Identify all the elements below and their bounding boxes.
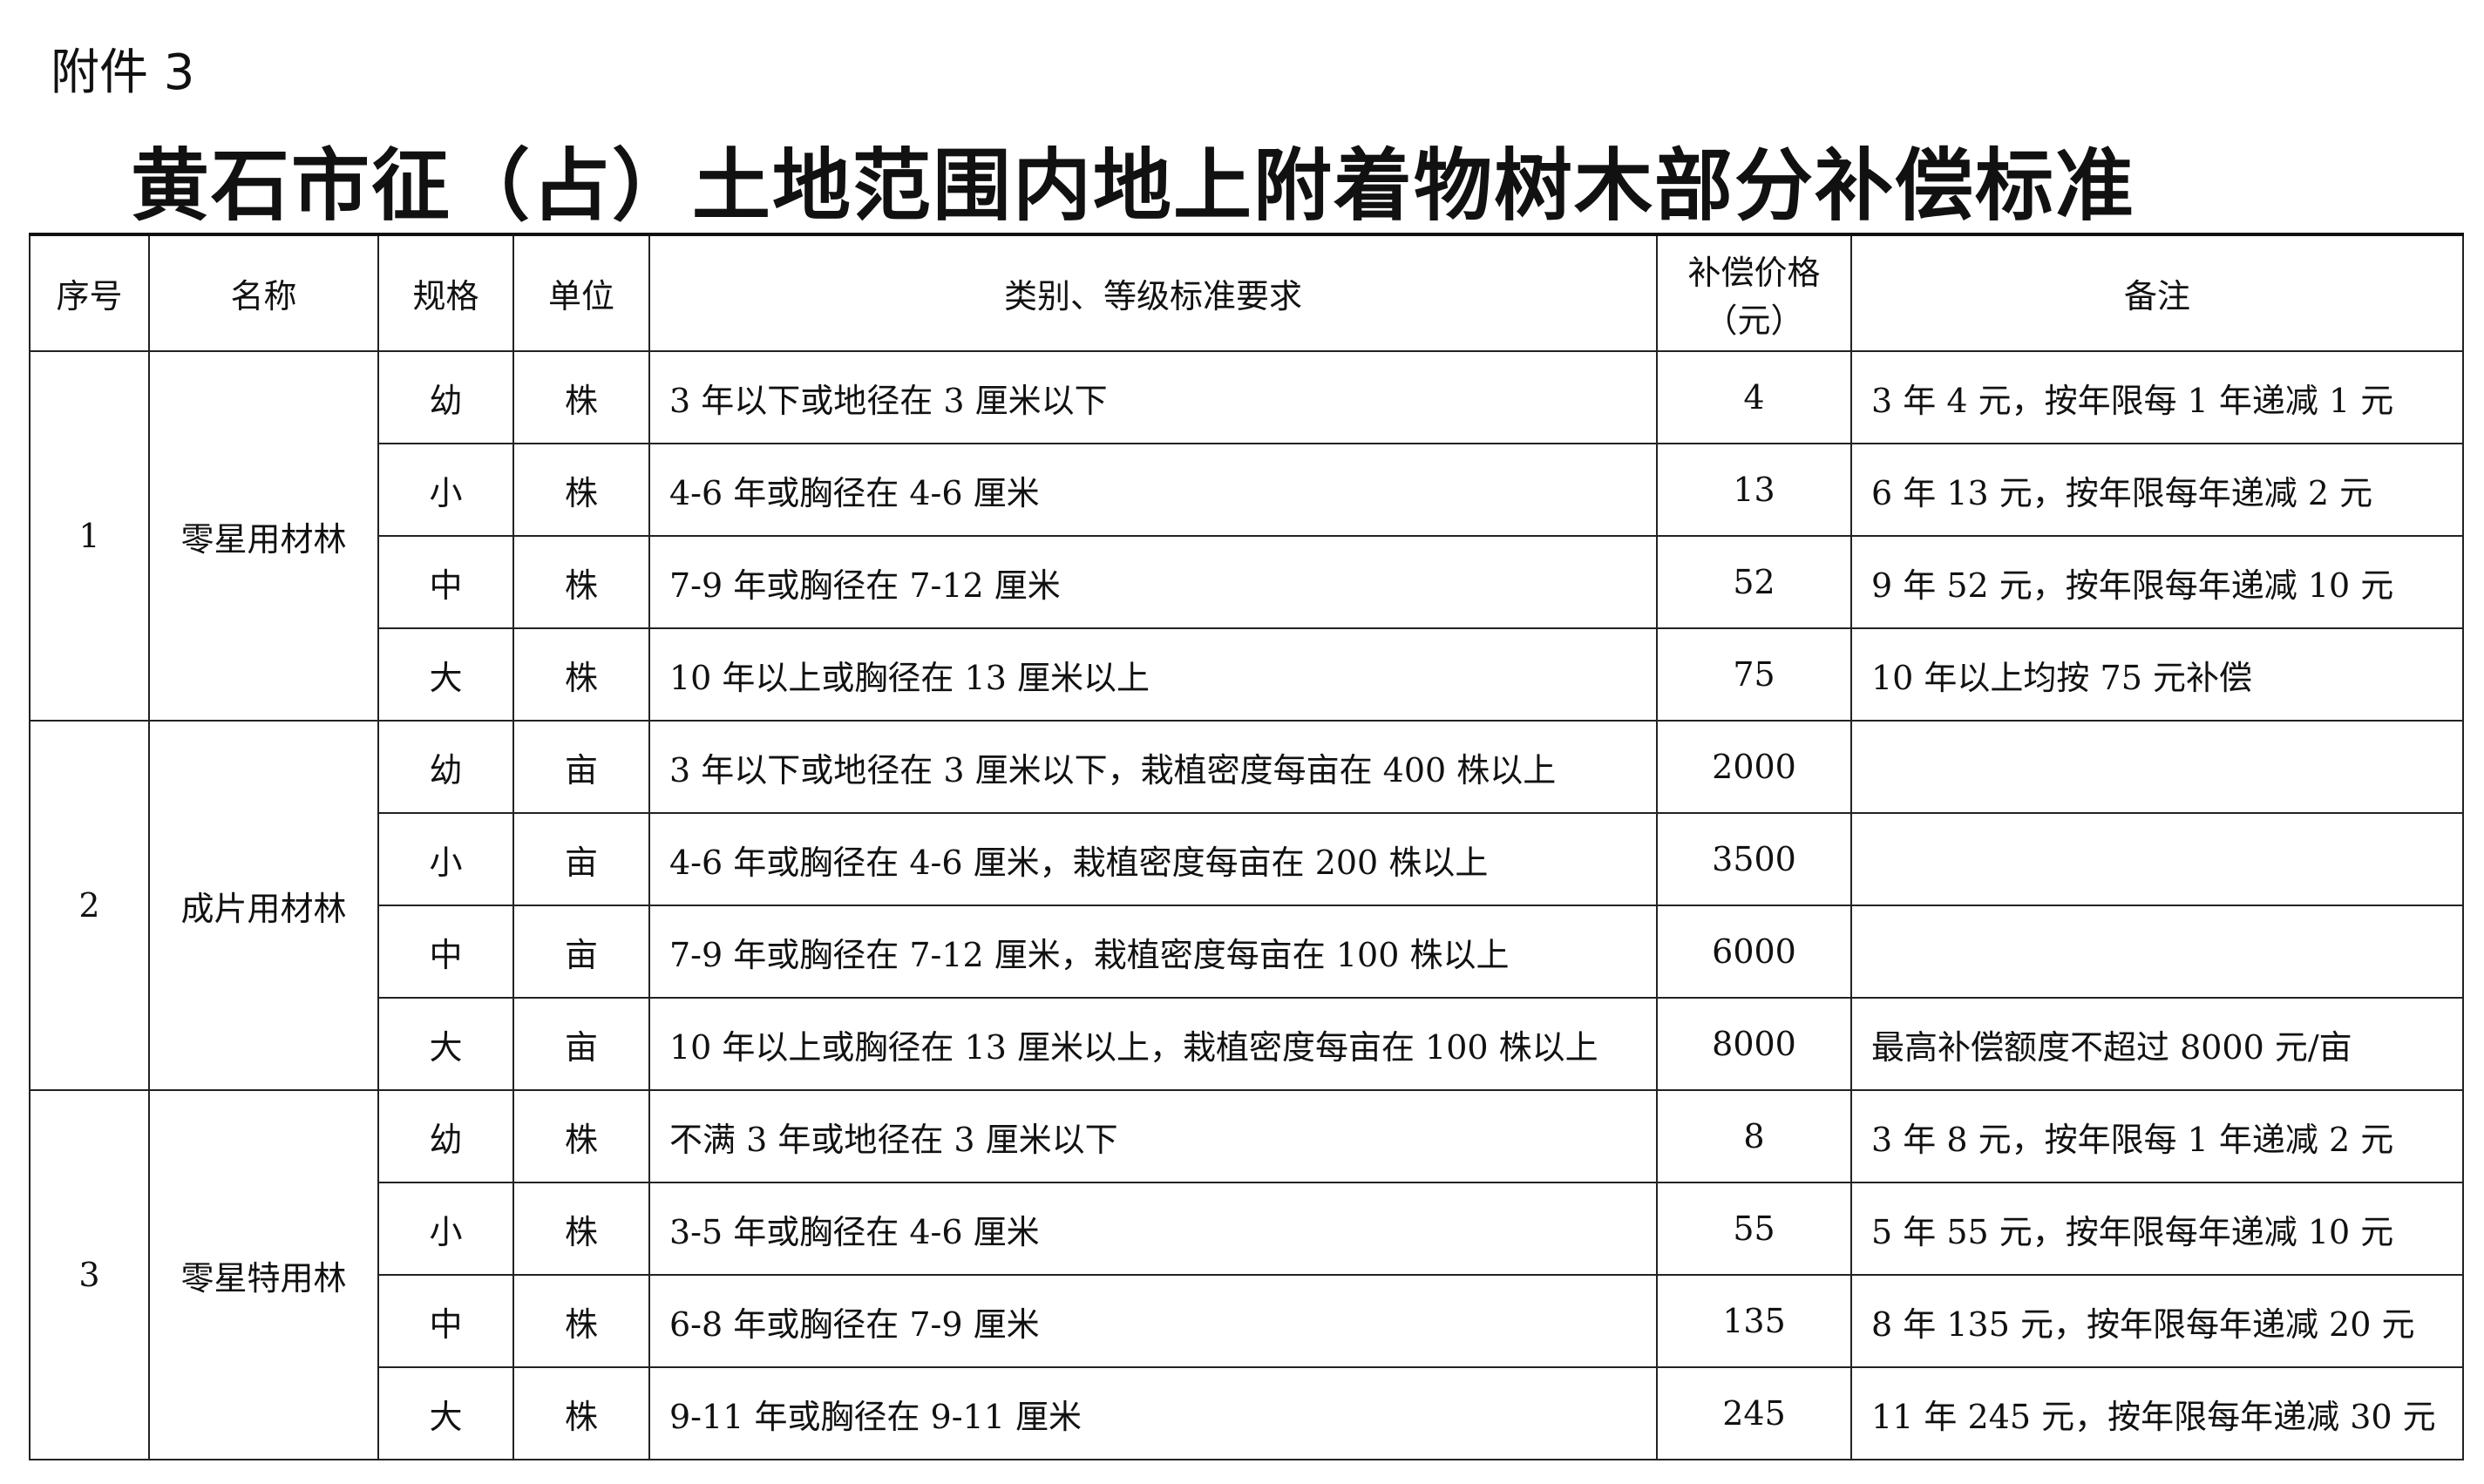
cell-unit: 株 [512,627,650,722]
table-row: 3 零星特用林幼株不满 3 年或地径在 3 厘米以下 8 3 年 8 元，按年限每 1… [29,1089,2464,1460]
cell-spec: 幼 [377,1089,514,1183]
table-row: 中株 7-9 年或胸径在 7-12 厘米 52 9 年 52 元，按年限每年递减 10… [30,535,2464,629]
table-row: 小株 3-5 年或胸径在 4-6 厘米 55 5 年 55 元，按年限每年递减 10 … [30,1182,2464,1276]
cell-name: 零星用材林 [148,350,379,722]
cell-price: 245 [1656,1366,1852,1460]
cell-note: 3 年 4 元，按年限每 1 年递减 1 元 [1850,350,2464,444]
cell-unit: 株 [512,1274,650,1368]
cell-spec: 大 [377,627,514,722]
table-row: 小亩 4-6 年或胸径在 4-6 厘米，栽植密度每亩在 200 株以上 3500 [30,812,2464,906]
cell-requirement: 3 年以下或地径在 3 厘米以下，栽植密度每亩在 400 株以上 [648,720,1658,814]
table-row: 1 零星用材林幼株 3 年以下或地径在 3 厘米以下 4 3 年 4 元，按年限每 1 … [29,350,2464,722]
cell-unit: 株 [512,1366,650,1460]
cell-requirement: 4-6 年或胸径在 4-6 厘米，栽植密度每亩在 200 株以上 [648,812,1658,906]
cell-price: 135 [1656,1274,1852,1368]
cell-no: 2 [29,720,150,1091]
cell-no: 3 [29,1089,150,1460]
cell-no: 1 [29,350,150,722]
cell-requirement: 6-8 年或胸径在 7-9 厘米 [648,1274,1658,1368]
cell-spec: 大 [377,997,514,1091]
cell-price: 52 [1656,535,1852,629]
table-row: 大株 10 年以上或胸径在 13 厘米以上 75 10 年以上均按 75 元补偿 [30,627,2464,722]
cell-note: 3 年 8 元，按年限每 1 年递减 2 元 [1850,1089,2464,1183]
cell-spec: 中 [377,905,514,999]
table-row: 2 成片用材林幼亩 3 年以下或地径在 3 厘米以下，栽植密度每亩在 400 株以上… [29,720,2464,1091]
cell-unit: 株 [512,1182,650,1276]
cell-spec: 小 [377,443,514,537]
cell-unit: 亩 [512,905,650,999]
header-price: 补偿价格 （元） [1656,234,1852,352]
cell-name: 零星特用林 [148,1089,379,1460]
cell-requirement: 9-11 年或胸径在 9-11 厘米 [648,1366,1658,1460]
cell-spec: 小 [377,812,514,906]
table-row: 中株 6-8 年或胸径在 7-9 厘米 135 8 年 135 元，按年限每年递减 2… [30,1274,2464,1368]
cell-spec: 幼 [377,350,514,444]
cell-requirement: 3 年以下或地径在 3 厘米以下 [648,350,1658,444]
cell-requirement: 7-9 年或胸径在 7-12 厘米 [648,535,1658,629]
header-note: 备注 [1850,234,2464,352]
cell-requirement: 不满 3 年或地径在 3 厘米以下 [648,1089,1658,1183]
cell-spec: 幼 [377,720,514,814]
cell-price: 75 [1656,627,1852,722]
cell-price: 13 [1656,443,1852,537]
table-row: 中亩 7-9 年或胸径在 7-12 厘米，栽植密度每亩在 100 株以上 6000 [30,905,2464,999]
cell-spec: 中 [377,535,514,629]
cell-unit: 亩 [512,812,650,906]
cell-note: 9 年 52 元，按年限每年递减 10 元 [1850,535,2464,629]
cell-note: 最高补偿额度不超过 8000 元/亩 [1850,997,2464,1091]
cell-unit: 亩 [512,720,650,814]
table-row: 大株 9-11 年或胸径在 9-11 厘米 245 11 年 245 元，按年限每年递… [30,1366,2464,1460]
table-header-row: 序号 名称 规格 单位 类别、等级标准要求 补偿价格 （元） 备注 [29,234,2464,352]
cell-unit: 株 [512,535,650,629]
cell-unit: 亩 [512,997,650,1091]
header-name: 名称 [148,234,379,352]
cell-price: 2000 [1656,720,1852,814]
cell-unit: 株 [512,1089,650,1183]
cell-price: 8 [1656,1089,1852,1183]
cell-price: 8000 [1656,997,1852,1091]
cell-note: 11 年 245 元，按年限每年递减 30 元 [1850,1366,2464,1460]
cell-spec: 大 [377,1366,514,1460]
annex-label: 附件 3 [51,44,195,101]
cell-unit: 株 [512,350,650,444]
cell-requirement: 7-9 年或胸径在 7-12 厘米，栽植密度每亩在 100 株以上 [648,905,1658,999]
cell-note [1850,720,2464,814]
cell-price: 55 [1656,1182,1852,1276]
cell-note: 10 年以上均按 75 元补偿 [1850,627,2464,722]
cell-note [1850,812,2464,906]
cell-price: 6000 [1656,905,1852,999]
cell-note: 6 年 13 元，按年限每年递减 2 元 [1850,443,2464,537]
cell-requirement: 4-6 年或胸径在 4-6 厘米 [648,443,1658,537]
cell-price: 3500 [1656,812,1852,906]
header-no: 序号 [29,234,150,352]
document-title: 黄石市征（占）土地范围内地上附着物树木部分补偿标准 [131,140,2135,232]
compensation-table: 序号 名称 规格 单位 类别、等级标准要求 补偿价格 （元） 备注 1 零星用材林幼… [29,233,2464,1460]
cell-price: 4 [1656,350,1852,444]
header-requirement: 类别、等级标准要求 [648,234,1658,352]
cell-spec: 小 [377,1182,514,1276]
header-spec: 规格 [377,234,514,352]
cell-note [1850,905,2464,999]
table-row: 小株 4-6 年或胸径在 4-6 厘米 13 6 年 13 元，按年限每年递减 2 元 [30,443,2464,537]
cell-requirement: 10 年以上或胸径在 13 厘米以上 [648,627,1658,722]
cell-unit: 株 [512,443,650,537]
header-unit: 单位 [512,234,650,352]
cell-note: 8 年 135 元，按年限每年递减 20 元 [1850,1274,2464,1368]
cell-spec: 中 [377,1274,514,1368]
cell-requirement: 10 年以上或胸径在 13 厘米以上，栽植密度每亩在 100 株以上 [648,997,1658,1091]
cell-requirement: 3-5 年或胸径在 4-6 厘米 [648,1182,1658,1276]
table-row: 大亩 10 年以上或胸径在 13 厘米以上，栽植密度每亩在 100 株以上 8000… [30,997,2464,1091]
cell-note: 5 年 55 元，按年限每年递减 10 元 [1850,1182,2464,1276]
cell-name: 成片用材林 [148,720,379,1091]
